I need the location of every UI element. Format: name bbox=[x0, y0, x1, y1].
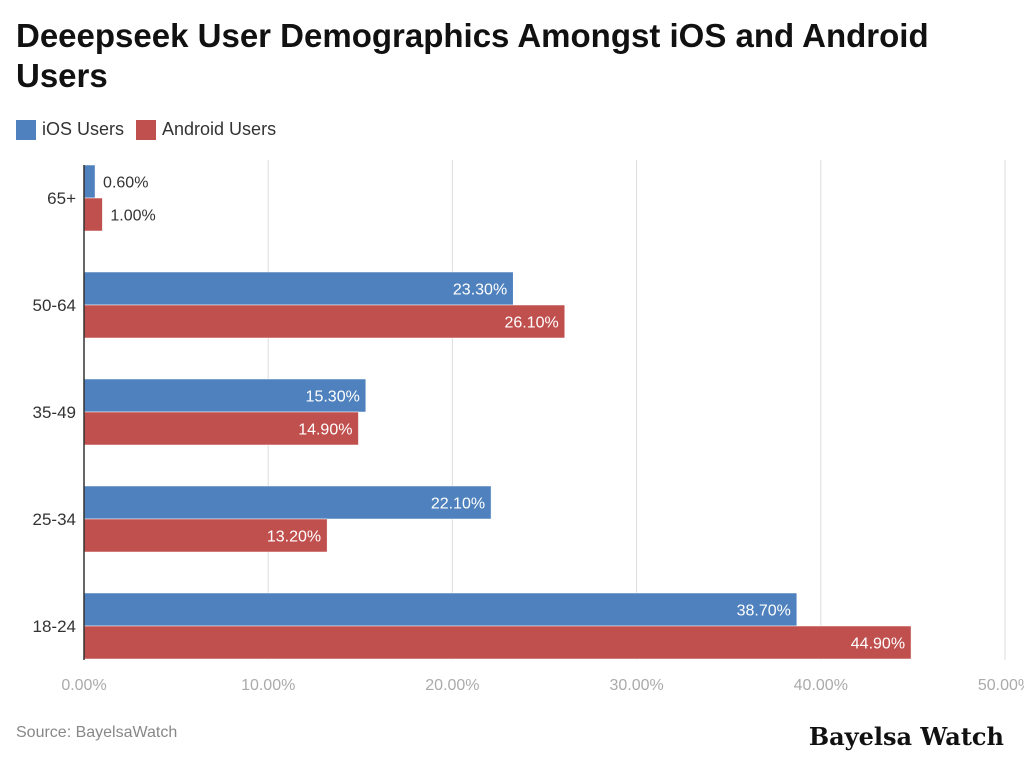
data-label: 13.20% bbox=[267, 529, 321, 546]
bar-android bbox=[83, 518, 328, 553]
x-tick-label: 10.00% bbox=[241, 677, 295, 694]
source-note: Source: BayelsaWatch bbox=[16, 724, 178, 741]
bar-android bbox=[83, 304, 566, 339]
x-tick-label: 20.00% bbox=[425, 677, 479, 694]
data-label: 15.30% bbox=[306, 389, 360, 406]
bar-ios bbox=[83, 592, 798, 627]
data-label: 0.60% bbox=[103, 175, 148, 192]
bar-ios bbox=[83, 271, 514, 306]
bar-android bbox=[83, 197, 103, 232]
data-label: 14.90% bbox=[298, 422, 352, 439]
y-category-label: 35-49 bbox=[33, 403, 76, 422]
x-tick-label: 40.00% bbox=[794, 677, 848, 694]
data-label: 23.30% bbox=[453, 282, 507, 299]
legend-item-ios: iOS Users bbox=[16, 119, 124, 140]
bar-ios bbox=[83, 164, 96, 199]
legend: iOS Users Android Users bbox=[16, 119, 288, 140]
data-label: 1.00% bbox=[110, 208, 155, 225]
chart-title: Deeepseek User Demographics Amongst iOS … bbox=[16, 17, 929, 94]
y-category-label: 18-24 bbox=[33, 617, 76, 636]
y-category-label: 50-64 bbox=[33, 296, 76, 315]
x-tick-label: 50.00% bbox=[978, 677, 1024, 694]
legend-swatch-ios bbox=[16, 119, 36, 140]
x-tick-label: 0.00% bbox=[61, 677, 106, 694]
legend-label-android: Android Users bbox=[162, 119, 277, 139]
y-category-label: 25-34 bbox=[33, 510, 76, 529]
legend-label-ios: iOS Users bbox=[42, 119, 125, 139]
x-tick-label: 30.00% bbox=[609, 677, 663, 694]
legend-swatch-android bbox=[136, 119, 157, 140]
data-label: 44.90% bbox=[851, 636, 905, 653]
data-label: 26.10% bbox=[504, 315, 558, 332]
bar-android bbox=[83, 625, 912, 660]
y-category-label: 65+ bbox=[47, 189, 76, 208]
data-label: 22.10% bbox=[431, 496, 485, 513]
data-label: 38.70% bbox=[737, 603, 791, 620]
brand-logo: Bayelsa Watch bbox=[808, 722, 1004, 751]
bar-android bbox=[83, 411, 359, 446]
legend-item-android: Android Users bbox=[136, 119, 276, 140]
